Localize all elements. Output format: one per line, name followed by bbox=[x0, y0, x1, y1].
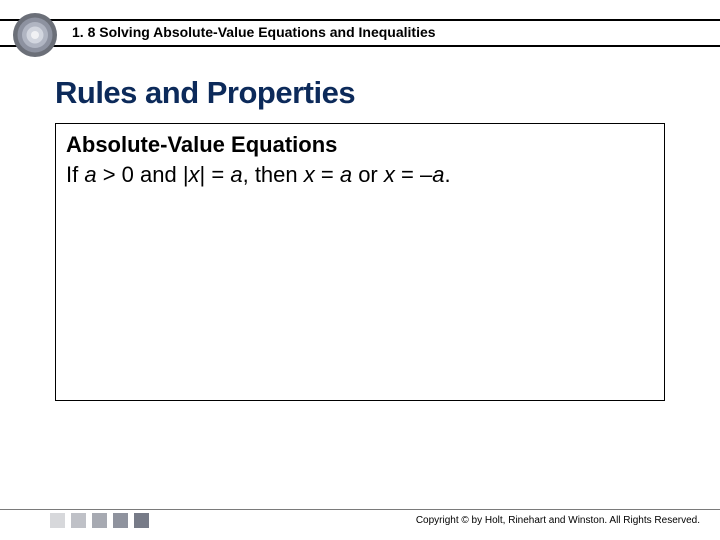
footer-rule bbox=[0, 509, 720, 510]
header-bar: 1. 8 Solving Absolute-Value Equations an… bbox=[0, 19, 720, 47]
footer-square bbox=[113, 513, 128, 528]
section-heading: Rules and Properties bbox=[55, 75, 355, 111]
footer-squares bbox=[50, 513, 149, 528]
footer: Copyright © by Holt, Rinehart and Winsto… bbox=[0, 506, 720, 528]
header-rule-top bbox=[0, 19, 720, 21]
footer-copyright: Copyright © by Holt, Rinehart and Winsto… bbox=[416, 515, 700, 526]
concentric-circles-logo bbox=[12, 12, 58, 58]
header-rule-bottom bbox=[0, 45, 720, 47]
box-body: If a > 0 and |x| = a, then x = a or x = … bbox=[66, 160, 654, 190]
box-subtitle: Absolute-Value Equations bbox=[66, 132, 654, 158]
footer-square bbox=[71, 513, 86, 528]
header-title: 1. 8 Solving Absolute-Value Equations an… bbox=[72, 24, 436, 40]
footer-square bbox=[92, 513, 107, 528]
footer-square bbox=[50, 513, 65, 528]
content-box: Absolute-Value Equations If a > 0 and |x… bbox=[55, 123, 665, 401]
footer-square bbox=[134, 513, 149, 528]
